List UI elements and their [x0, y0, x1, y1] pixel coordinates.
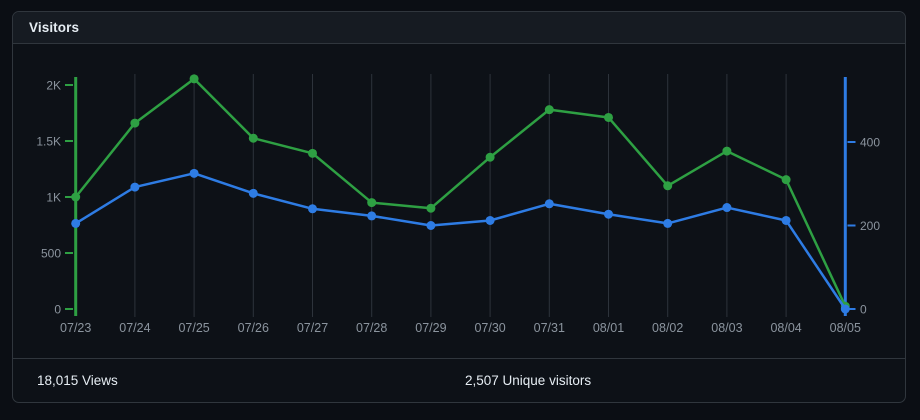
- views-point[interactable]: [485, 152, 495, 162]
- left-axis-tick-label: 0: [54, 303, 61, 317]
- right-axis-tick-label: 0: [860, 303, 867, 317]
- visitors-line-chart[interactable]: 0 500 1K 1.5K 2K 0 200 400 07/23 07/24 07/25 07/26 0…: [13, 44, 905, 358]
- unique-visitors-point[interactable]: [426, 221, 436, 230]
- x-axis-label: 07/30: [474, 321, 505, 335]
- unique-visitors-point[interactable]: [485, 215, 495, 225]
- unique-visitors-point[interactable]: [604, 209, 613, 219]
- unique-visitors-point[interactable]: [71, 218, 81, 228]
- views-point[interactable]: [71, 192, 81, 202]
- x-axis-label: 07/31: [534, 321, 565, 335]
- chart-area: 0 500 1K 1.5K 2K 0 200 400 07/23 07/24 07/25 07/26 0…: [13, 44, 905, 358]
- unique-visitors-point[interactable]: [781, 215, 791, 225]
- x-axis-label: 08/02: [652, 321, 683, 335]
- views-point[interactable]: [722, 146, 732, 156]
- views-point[interactable]: [663, 181, 673, 191]
- views-point[interactable]: [781, 175, 791, 185]
- unique-visitors-point[interactable]: [248, 188, 258, 198]
- x-axis-label: 07/26: [238, 321, 269, 335]
- unique-visitors-point[interactable]: [367, 211, 377, 221]
- x-axis-label: 07/27: [297, 321, 328, 335]
- right-axis-tick-label: 200: [860, 219, 880, 233]
- views-point[interactable]: [248, 133, 258, 143]
- x-axis-label: 08/05: [830, 321, 861, 335]
- card-header: Visitors: [13, 12, 905, 44]
- x-axis-label: 07/28: [356, 321, 387, 335]
- views-point[interactable]: [189, 74, 199, 84]
- views-point[interactable]: [544, 105, 554, 115]
- x-axis-label: 07/23: [60, 321, 91, 335]
- unique-visitors-point[interactable]: [840, 304, 850, 314]
- unique-visitors-point[interactable]: [189, 168, 199, 178]
- x-axis-label: 07/25: [178, 321, 209, 335]
- unique-visitors-point[interactable]: [308, 204, 317, 214]
- x-axis-label: 08/01: [593, 321, 624, 335]
- views-line: [74, 77, 847, 308]
- visitors-card: Visitors 0 500 1K 1.5K 2K 0 200 400 07/23 07/24 07…: [12, 11, 906, 403]
- unique-visitors-total: 2,507 Unique visitors: [465, 373, 592, 388]
- x-axis-label: 08/03: [711, 321, 742, 335]
- x-axis-label: 08/04: [770, 321, 801, 335]
- views-point[interactable]: [130, 118, 140, 128]
- unique-visitors-point[interactable]: [544, 199, 554, 209]
- views-point[interactable]: [604, 112, 613, 122]
- unique-visitors-point[interactable]: [663, 218, 673, 228]
- unique-visitors-point[interactable]: [722, 203, 732, 213]
- card-footer: 18,015 Views 2,507 Unique visitors: [13, 358, 905, 402]
- unique-visitors-point[interactable]: [130, 182, 140, 192]
- views-point[interactable]: [308, 148, 317, 158]
- unique-visitors-line: [74, 172, 847, 311]
- right-axis-tick-label: 400: [860, 136, 880, 150]
- views-point[interactable]: [367, 198, 377, 208]
- left-axis-tick-label: 500: [41, 247, 61, 261]
- card-title: Visitors: [29, 20, 80, 35]
- left-axis-tick-label: 1K: [46, 191, 61, 205]
- views-point[interactable]: [426, 203, 436, 213]
- views-total: 18,015 Views: [37, 373, 118, 388]
- x-axis-label: 07/24: [119, 321, 150, 335]
- left-axis-tick-label: 1.5K: [36, 135, 61, 149]
- x-axis-label: 07/29: [415, 321, 446, 335]
- left-axis-tick-label: 2K: [46, 79, 61, 93]
